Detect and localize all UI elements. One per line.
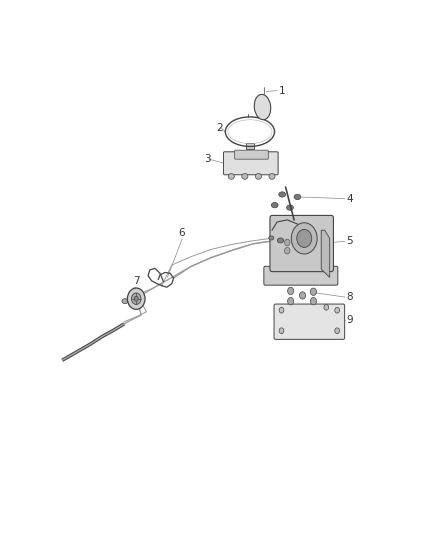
Circle shape xyxy=(335,308,339,313)
Circle shape xyxy=(297,229,312,247)
Text: 4: 4 xyxy=(346,193,353,204)
Ellipse shape xyxy=(277,238,283,243)
FancyBboxPatch shape xyxy=(274,304,345,340)
Circle shape xyxy=(300,292,306,299)
Circle shape xyxy=(285,239,290,246)
Text: 6: 6 xyxy=(179,228,185,238)
Text: 1: 1 xyxy=(279,86,286,95)
Text: 2: 2 xyxy=(216,123,223,133)
FancyBboxPatch shape xyxy=(264,266,338,285)
Circle shape xyxy=(279,308,284,313)
Circle shape xyxy=(279,328,284,334)
FancyBboxPatch shape xyxy=(270,215,333,272)
Polygon shape xyxy=(321,230,330,277)
Circle shape xyxy=(285,247,290,254)
Text: 8: 8 xyxy=(346,292,353,302)
Ellipse shape xyxy=(255,174,261,179)
FancyBboxPatch shape xyxy=(235,150,268,159)
Circle shape xyxy=(288,287,294,295)
Text: 7: 7 xyxy=(133,277,140,286)
Circle shape xyxy=(311,297,317,305)
Circle shape xyxy=(127,288,145,309)
Circle shape xyxy=(311,288,317,295)
Ellipse shape xyxy=(269,236,274,240)
Ellipse shape xyxy=(269,174,275,179)
Ellipse shape xyxy=(271,203,278,208)
Ellipse shape xyxy=(279,192,286,197)
Ellipse shape xyxy=(254,94,271,120)
Circle shape xyxy=(288,297,294,305)
Ellipse shape xyxy=(228,174,234,179)
FancyBboxPatch shape xyxy=(223,152,278,175)
Ellipse shape xyxy=(242,174,248,179)
Circle shape xyxy=(131,293,141,304)
Text: 5: 5 xyxy=(346,236,353,246)
Circle shape xyxy=(324,304,328,310)
Text: 9: 9 xyxy=(346,316,353,326)
Ellipse shape xyxy=(294,194,301,199)
Ellipse shape xyxy=(122,298,128,304)
Circle shape xyxy=(134,296,138,301)
Text: 3: 3 xyxy=(204,154,211,164)
Circle shape xyxy=(335,328,339,334)
Circle shape xyxy=(291,223,317,254)
Bar xyxy=(246,143,254,149)
Ellipse shape xyxy=(286,205,293,211)
